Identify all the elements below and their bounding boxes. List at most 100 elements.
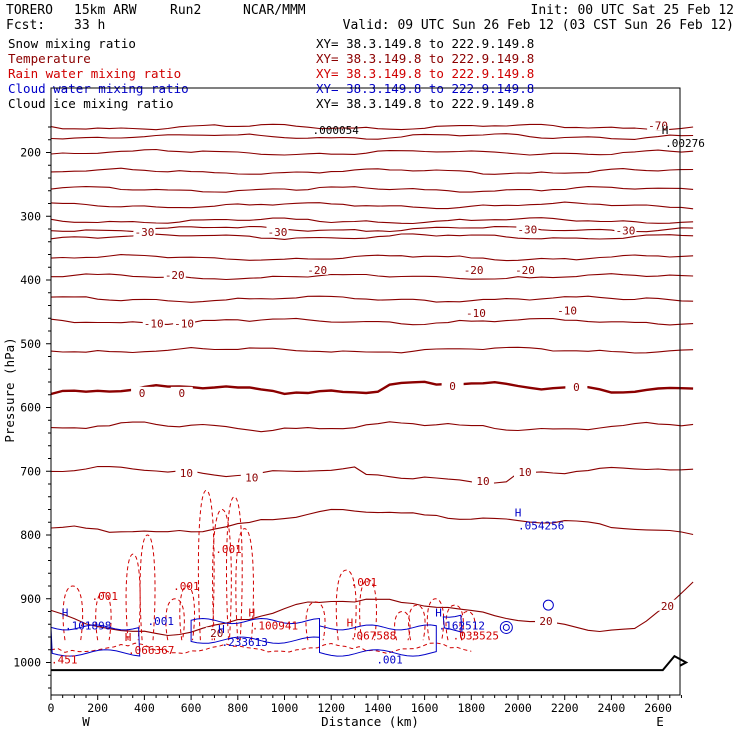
rain-contour	[459, 610, 476, 641]
rain-contour	[235, 528, 254, 641]
isotherm-label-bg	[175, 467, 198, 479]
cloudwater-cell	[542, 599, 554, 611]
isotherm-label: 20	[661, 600, 674, 613]
isotherm-label: -10	[466, 307, 486, 320]
header-valid: Valid: 09 UTC Sun 26 Feb 12 (03 CST Sun …	[343, 18, 734, 33]
rain-contour	[394, 610, 411, 641]
isotherm-label: 0	[573, 381, 580, 394]
mixing-ratio-label: .001	[147, 615, 174, 628]
y-tick-label: 200	[20, 146, 41, 160]
isotherm-label-bg	[647, 119, 670, 131]
isotherm-minus15c	[50, 295, 694, 303]
max-marker-value: .000054	[313, 124, 360, 137]
legend-snow-name: Snow mixing ratio	[8, 36, 136, 51]
max-marker-letter: H	[347, 617, 354, 630]
max-marker-letter: H	[218, 623, 225, 636]
temperature-labels: -70 -30 -30 -30 -30 -20 -20 -20 -20 -10 -10 -10 -10 0…	[131, 119, 679, 640]
isotherm-label: 0	[139, 387, 146, 400]
cloudwater-contour	[50, 624, 141, 657]
isotherm-label-bg	[464, 307, 487, 319]
max-marker-letter: H	[248, 607, 255, 620]
terrain	[51, 654, 689, 672]
legend-cloudice-xy: XY= 38.3.149.8 to 222.9.149.8	[316, 96, 534, 111]
max-min-markers: H.00276.000054H.054256H.101898H.066367H.…	[51, 124, 705, 666]
isotherm-minus50c	[50, 186, 694, 193]
rain-contour	[179, 585, 196, 641]
max-marker-letter: H	[125, 631, 132, 644]
cloudwater-contour	[442, 614, 463, 633]
y-tick-label: 500	[20, 337, 41, 351]
isotherm-label: -30	[134, 226, 154, 239]
max-marker-value: .101898	[65, 620, 111, 633]
isotherm-label: -30	[615, 224, 635, 237]
isotherm-minus40c	[50, 217, 694, 225]
mixing-ratio-label: .001	[351, 576, 378, 589]
header-org: NCAR/MMM	[243, 3, 306, 18]
isotherm-label-bg	[163, 268, 186, 280]
max-marker-value: .066367	[128, 644, 174, 657]
isotherm-label-bg	[441, 379, 464, 391]
isotherm-label-bg	[133, 226, 156, 238]
header-model: TORERO	[6, 3, 53, 18]
isotherm-label: -30	[268, 226, 288, 239]
header-resolution: 15km ARW	[74, 3, 137, 18]
isotherm-label-bg	[656, 599, 679, 611]
header-fcst-label: Fcst:	[6, 18, 45, 33]
isotherm-minus55c	[50, 167, 694, 175]
cloudwater-cell	[499, 620, 513, 634]
isotherm-label: -10	[557, 305, 577, 318]
x-tick-label: 1000	[271, 701, 299, 715]
legend-temperature-name: Temperature	[8, 51, 91, 66]
isotherm-minus35c	[50, 225, 694, 233]
rain-contour	[226, 496, 243, 641]
rain-contour	[408, 604, 426, 641]
isotherm-label: -10	[174, 317, 194, 330]
isotherm-label-bg	[205, 627, 228, 639]
max-marker-value: .067588	[350, 630, 396, 643]
rain-contour	[62, 585, 84, 641]
rain-contour	[197, 489, 215, 641]
isotherm-label: -20	[515, 264, 535, 277]
legend-temperature-xy: XY= 38.3.149.8 to 222.9.149.8	[316, 51, 534, 66]
isotherm-label-bg	[535, 615, 558, 627]
max-marker-value: .100941	[252, 620, 298, 633]
legend: Snow mixing ratio XY= 38.3.149.8 to 222.…	[8, 36, 534, 111]
rain-contour	[445, 604, 464, 641]
mixing-ratio-label: .001	[173, 580, 200, 593]
isotherm-label-bg	[170, 386, 193, 398]
isotherm-minus20c	[51, 273, 694, 281]
max-marker-value: .054256	[518, 519, 564, 532]
hydrometeor-contours	[50, 489, 554, 657]
isotherm-label: -20	[464, 264, 484, 277]
x-axis-east-label: E	[656, 714, 664, 729]
isotherm-label: 10	[518, 466, 531, 479]
isotherm-label-bg	[516, 223, 539, 235]
max-marker-value: .233613	[221, 636, 267, 649]
x-tick-label: 800	[227, 701, 248, 715]
isotherm-label: -10	[144, 317, 164, 330]
isotherm-label: 20	[539, 615, 552, 628]
y-tick-label: 400	[20, 273, 41, 287]
x-tick-label: 1600	[411, 701, 439, 715]
isotherm-minus70c	[50, 123, 694, 131]
header-run: Run2	[170, 3, 201, 18]
header-init: Init: 00 UTC Sat 25 Feb 12	[531, 3, 735, 18]
isotherm-minus65c	[50, 133, 694, 140]
rain-contour-lowband	[50, 642, 472, 655]
isotherm-10c	[50, 465, 694, 484]
x-tick-label: 200	[87, 701, 108, 715]
isotherm-label: 20	[210, 627, 223, 640]
mixing-ratio-labels: .001 .001 .001 .001 .001 .001	[91, 543, 402, 666]
header-fcst-value: 33 h	[74, 18, 105, 33]
rain-contour	[335, 569, 357, 641]
isotherm-label: -20	[307, 264, 327, 277]
y-tick-label: 600	[20, 401, 41, 415]
header: TORERO 15km ARW Run2 NCAR/MMM Init: 00 U…	[6, 3, 734, 33]
isotherm-5c	[50, 421, 694, 433]
rain-contour	[125, 553, 141, 641]
cloudwater-cell	[502, 623, 510, 631]
terrain-line	[51, 654, 689, 672]
isotherm-label-bg	[614, 224, 637, 236]
temperature-isotherms	[50, 123, 694, 637]
isotherm-label-bg	[142, 317, 165, 329]
